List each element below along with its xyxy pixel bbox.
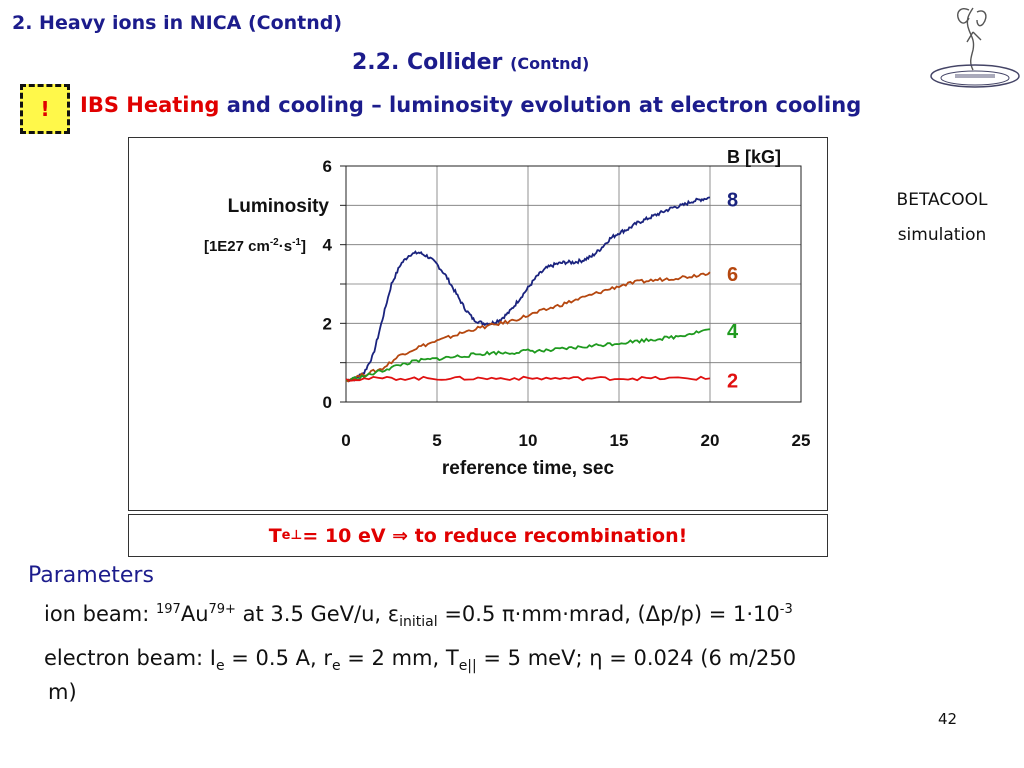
series-line-b8 [345,196,710,383]
page-number: 42 [938,710,958,728]
subtitle-main: 2.2. Collider [352,50,503,75]
subtitle: 2.2. Collider (Contnd) [352,50,589,75]
ion-energy: at 3.5 GeV/u, [235,602,388,626]
ion-charge: 79+ [208,602,236,617]
label-layer: 0 5 10 15 20 25 0 2 4 6 8 6 4 2 [323,157,811,450]
delta-symbol: Δ [645,602,661,626]
eta-symbol: η [589,646,603,670]
betacool-note: BETACOOL simulation [872,183,1012,253]
legend-title: B [kG] [727,147,781,167]
y-unit-end: ] [301,238,306,255]
betacool-line2: simulation [897,225,987,245]
y-axis-unit: [1E27 cm-2·s-1] [204,237,306,255]
betacool-line1: BETACOOL [896,190,988,210]
ion-label: ion beam: [44,602,156,626]
y-tick-label: 4 [323,236,333,255]
eps-sub: initial [399,614,438,631]
logo-ring-outer-icon [930,64,1020,88]
eps-symbol: ε [387,602,400,626]
subtitle-small: (Contnd) [510,54,590,73]
ion-beam-params: ion beam: 197Au79+ at 3.5 GeV/u, εinitia… [44,602,793,630]
series-line-b6 [345,271,711,383]
electron-beam-params: electron beam: Ie = 0.5 A, re = 2 mm, Te… [44,645,796,705]
x-tick-label: 10 [519,431,538,450]
x-tick-label: 5 [432,431,441,450]
y-tick-label: 0 [323,393,332,412]
eps-value: =0.5 [437,602,502,626]
x-tick-label: 0 [341,431,350,450]
ion-element: Au [180,602,209,626]
r-val: = 2 mm, T [340,646,459,670]
t-sub: e|| [458,658,477,675]
logo-bar-icon [955,74,995,78]
logo-ring-inner-icon [940,70,1010,86]
x-tick-label: 15 [610,431,629,450]
warning-badge-label: ! [40,97,50,121]
y-unit-exp1: -2 [270,237,279,248]
parameters-title: Parameters [28,563,154,588]
warning-badge: ! [20,84,70,134]
y-unit-mid: ·s [279,238,292,255]
r-sub: e [331,658,341,675]
x-tick-label: 20 [701,431,720,450]
electron-line2: m) [48,680,77,705]
x-tick-label: 25 [792,431,811,450]
y-unit-exp2: -1 [292,237,301,248]
series-line-b4 [345,328,711,382]
series-layer [345,196,711,383]
legend-label-b4: 4 [727,321,739,343]
note-sub: e⊥ [281,528,303,543]
note-prefix: T [268,524,282,547]
headline-rest: and cooling – luminosity evolution at el… [219,93,862,117]
y-unit-base: [1E27 cm [204,238,270,255]
emit-units: ·mm·mrad, ( [514,602,646,626]
t-val: = 5 meV; [476,646,590,670]
eta-val: = 0.024 (6 m/250 [602,646,797,670]
electron-line1: electron beam: Ie = 0.5 A, re = 2 mm, Te… [44,645,796,679]
y-tick-label: 6 [323,157,332,176]
dp-exp: -3 [779,602,793,617]
chart-frame [128,137,828,511]
y-axis-label: Luminosity [228,196,330,217]
legend-label-b2: 2 [727,370,738,392]
dp-text: p/p) = 1·10 [660,602,780,626]
y-tick-label: 2 [323,314,332,333]
legend-label-b6: 6 [727,264,738,286]
header-title: 2. Heavy ions in NICA (Contnd) [12,12,343,34]
series-line-b2 [345,375,711,382]
headline-ibs-heating: IBS Heating [80,93,220,117]
x-axis-label: reference time, sec [442,458,615,479]
nica-logo-icon [930,7,1020,88]
headline: IBS Heating and cooling – luminosity evo… [80,93,861,117]
ion-mass: 197 [156,602,181,617]
pi-symbol: π [501,602,515,626]
i-sub: e [215,658,225,675]
i-val: = 0.5 A, r [224,646,332,670]
grid-layer [346,166,801,402]
tick-layer [340,165,346,403]
e-label: electron beam: I [44,646,216,670]
note-suffix: = 10 eV ⇒ to reduce recombination! [302,524,688,547]
legend-label-b8: 8 [727,189,738,211]
